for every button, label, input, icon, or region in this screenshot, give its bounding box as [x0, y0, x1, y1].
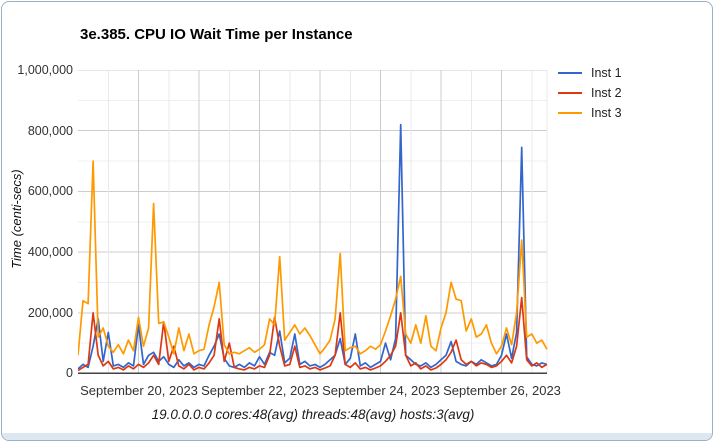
legend-label: Inst 3 [591, 106, 622, 120]
y-tick-label: 200,000 [27, 306, 73, 320]
legend-label: Inst 1 [591, 66, 622, 80]
chart-legend: Inst 1 Inst 2 Inst 3 [558, 63, 622, 123]
x-tick-label: September 20, 2023 [80, 383, 198, 398]
legend-item-inst1: Inst 1 [558, 63, 622, 83]
legend-line-swatch-inst2 [558, 91, 582, 95]
legend-line-swatch-inst3 [558, 111, 582, 115]
x-tick-label: September 22, 2023 [201, 383, 319, 398]
chart-footer-note: 19.0.0.0.0 cores:48(avg) threads:48(avg)… [151, 407, 475, 422]
x-tick-label: September 24, 2023 [322, 383, 440, 398]
legend-line-swatch-inst1 [558, 71, 582, 75]
y-axis-tick-labels: 1,000,000 800,000 600,000 400,000 200,00… [2, 2, 73, 402]
y-tick-label: 400,000 [27, 245, 73, 259]
y-tick-label: 800,000 [27, 124, 73, 138]
y-tick-label: 1,000,000 [17, 63, 73, 77]
legend-label: Inst 2 [591, 86, 622, 100]
legend-item-inst2: Inst 2 [558, 83, 622, 103]
legend-item-inst3: Inst 3 [558, 103, 622, 123]
window-bottom-strip [2, 433, 712, 440]
y-tick-label: 600,000 [27, 184, 73, 198]
chart-plot-area [78, 70, 548, 374]
x-tick-label: September 26, 2023 [443, 383, 561, 398]
y-tick-label: 0 [66, 366, 73, 380]
chart-title: 3e.385. CPU IO Wait Time per Instance [80, 26, 353, 43]
